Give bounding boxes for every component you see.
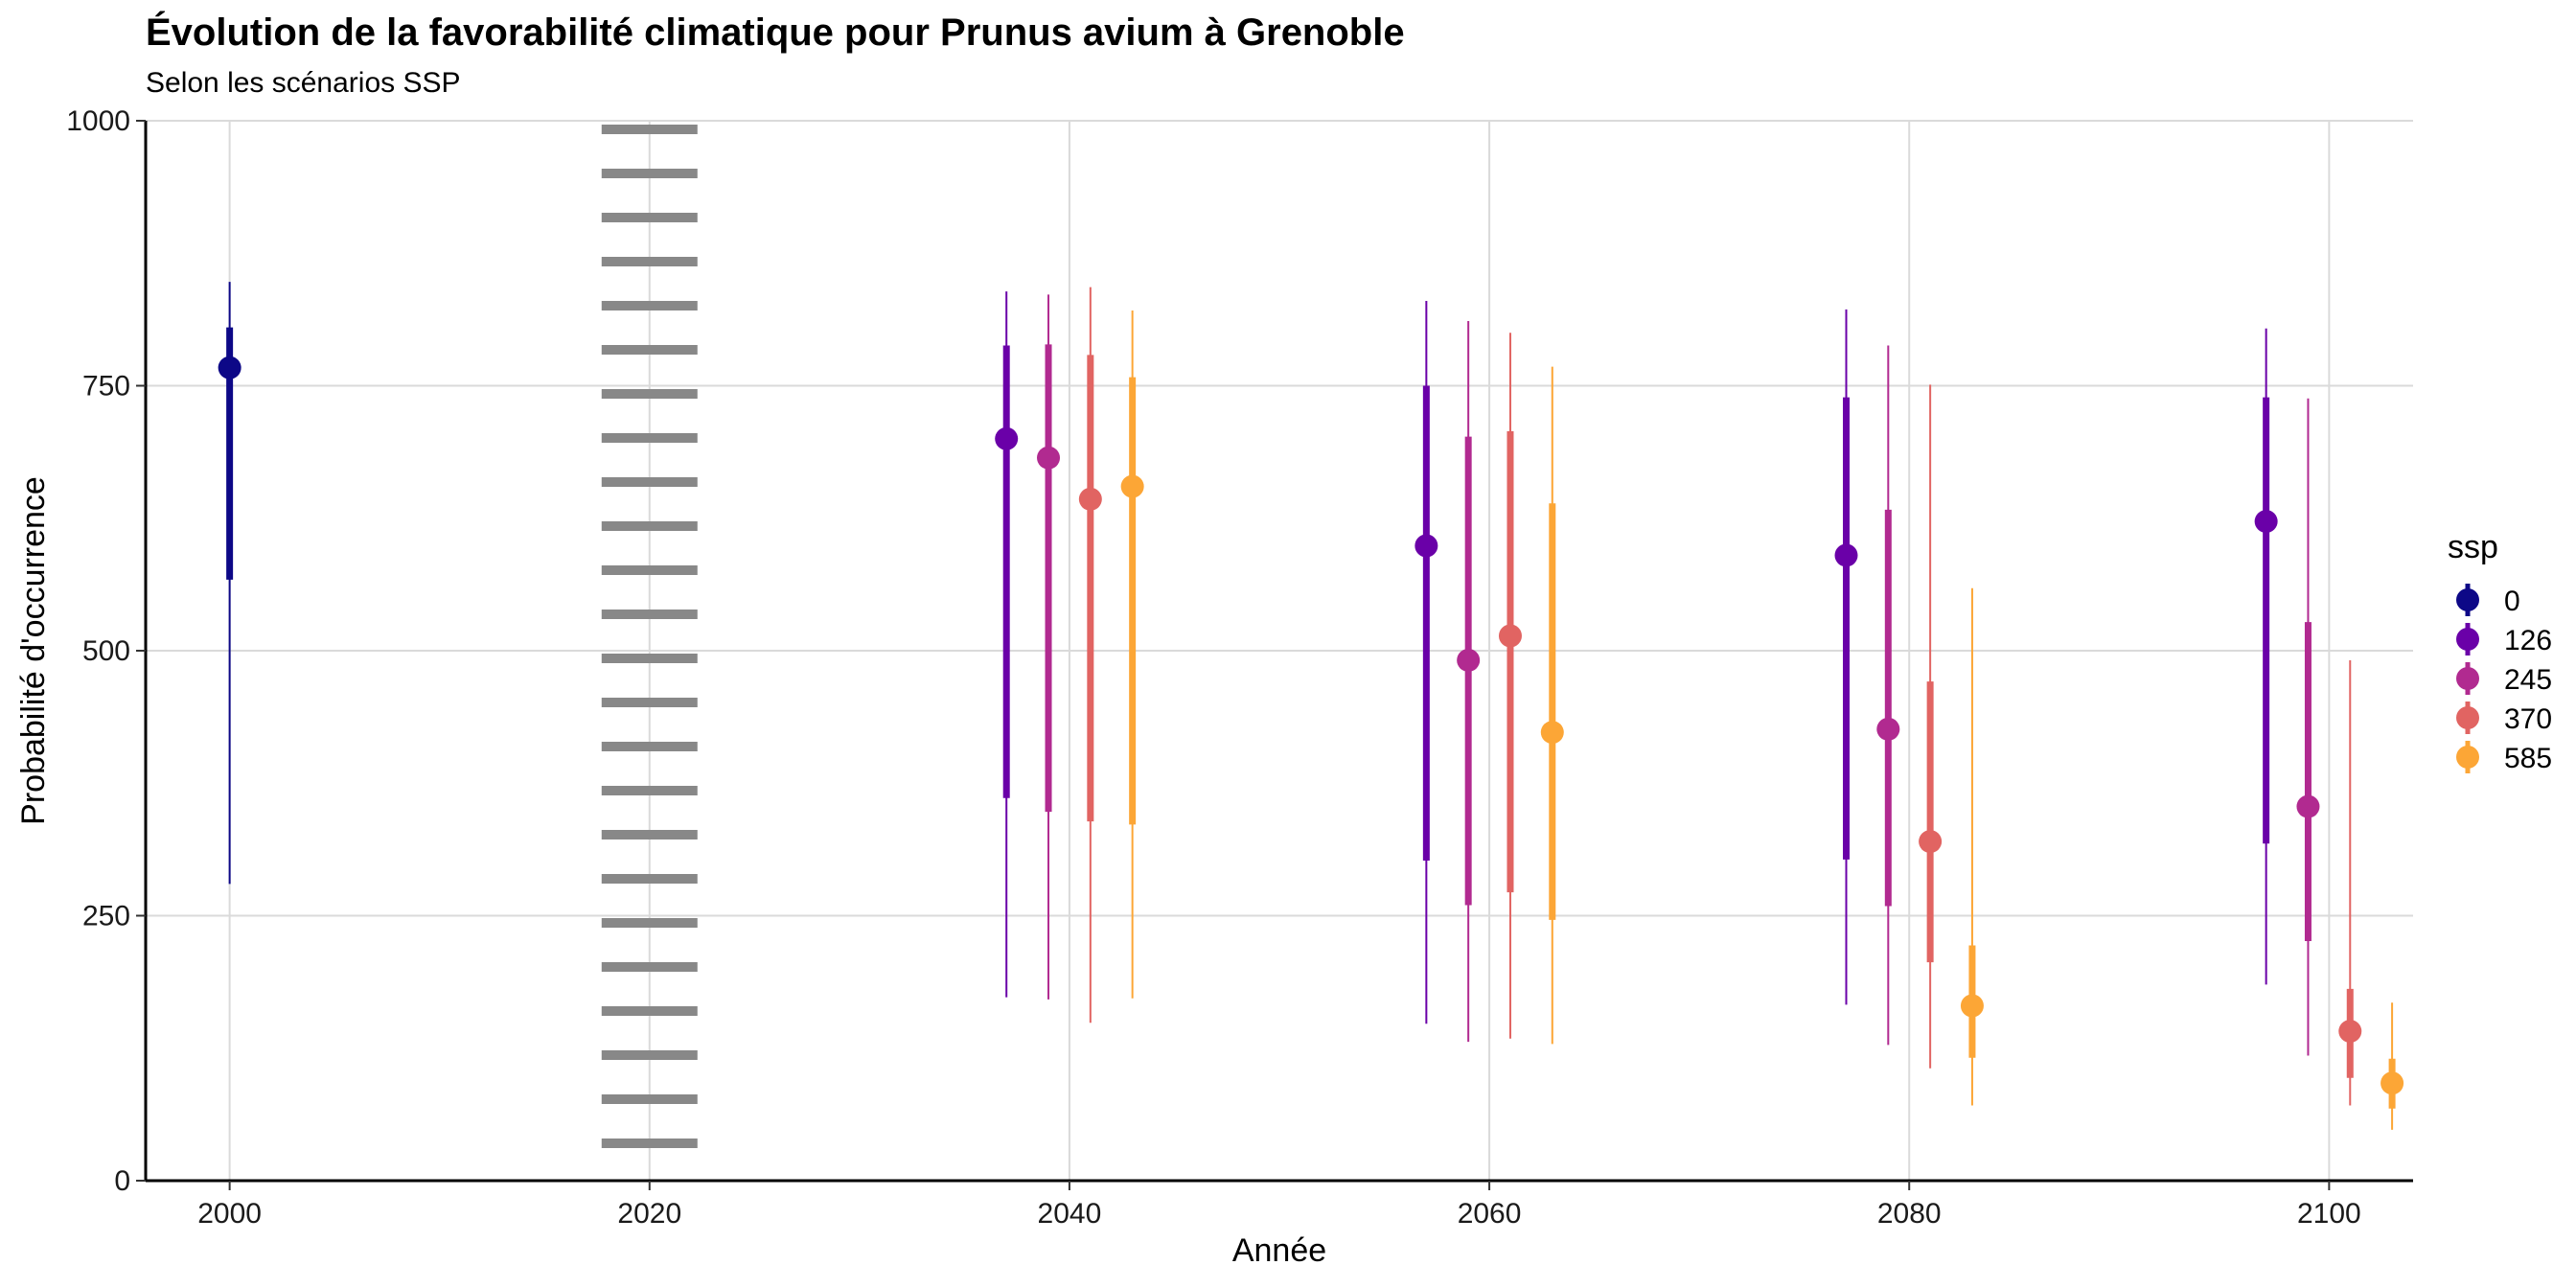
series-ssp-245 <box>1037 294 2320 1056</box>
pointrange-585-2103 <box>2380 1002 2404 1130</box>
median-point <box>1834 543 1858 567</box>
series-ssp-370 <box>1078 287 2362 1106</box>
pointrange-370-2061 <box>1498 333 1522 1039</box>
legend-label: 245 <box>2504 664 2552 696</box>
pointrange-126-2037 <box>995 291 1019 998</box>
x-axis-ticks: 2000 2020 2040 2060 2080 2100 <box>197 1181 2361 1230</box>
legend-title: ssp <box>2448 529 2498 565</box>
median-point <box>1414 534 1438 558</box>
legend-items: 0 126 245 370 585 <box>2456 584 2552 774</box>
legend-item-585: 585 <box>2456 741 2552 774</box>
pointrange-245-2059 <box>1457 321 1481 1043</box>
legend-key-point <box>2456 706 2479 729</box>
median-point <box>1078 487 1102 511</box>
y-tick-label: 750 <box>82 371 130 402</box>
x-tick-label: 2000 <box>197 1198 262 1230</box>
y-tick-label: 1000 <box>66 105 130 137</box>
chart-subtitle: Selon les scénarios SSP <box>146 67 461 99</box>
pointrange-245-2099 <box>2296 398 2320 1056</box>
median-point <box>1120 474 1144 498</box>
pointrange-245-2079 <box>1876 345 1900 1046</box>
legend: ssp 0 126 245 370 585 <box>2448 529 2552 774</box>
median-point <box>1037 446 1061 470</box>
median-point <box>1498 624 1522 648</box>
series-ssp-126 <box>995 291 2278 1024</box>
pointrange-0-2000 <box>218 282 242 885</box>
median-point <box>2380 1071 2404 1095</box>
y-tick-label: 500 <box>82 635 130 667</box>
median-point <box>1540 721 1564 745</box>
pointrange-585-2063 <box>1540 366 1564 1045</box>
data-series <box>218 282 2404 1130</box>
chart-title: Évolution de la favorabilité climatique … <box>146 12 1405 54</box>
pointrange-585-2083 <box>1960 587 1984 1106</box>
pointrange-126-2057 <box>1414 301 1438 1024</box>
y-axis-title: Probabilité d'occurrence <box>15 476 52 825</box>
legend-label: 370 <box>2504 703 2552 735</box>
x-tick-label: 2100 <box>2297 1198 2361 1230</box>
median-point <box>2254 510 2278 534</box>
x-axis-title: Année <box>1232 1232 1326 1269</box>
legend-item-126: 126 <box>2456 623 2552 656</box>
series-ssp-0 <box>218 282 242 885</box>
x-tick-label: 2060 <box>1458 1198 1522 1230</box>
pointrange-126-2097 <box>2254 328 2278 985</box>
grid-lines <box>146 120 2413 1181</box>
median-point <box>1457 648 1481 672</box>
pointrange-370-2101 <box>2338 659 2362 1106</box>
legend-key-point <box>2456 746 2479 769</box>
x-tick-label: 2040 <box>1038 1198 1102 1230</box>
series-ssp-585 <box>1120 310 2404 1130</box>
pointrange-370-2081 <box>1919 384 1943 1069</box>
legend-label: 585 <box>2504 743 2552 774</box>
median-point <box>1919 830 1943 854</box>
x-tick-label: 2080 <box>1877 1198 1942 1230</box>
legend-item-0: 0 <box>2456 584 2520 617</box>
y-tick-label: 250 <box>82 901 130 932</box>
legend-key-point <box>2456 588 2479 611</box>
median-point <box>2338 1020 2362 1044</box>
median-point <box>1876 717 1900 741</box>
pointrange-370-2041 <box>1078 287 1102 1024</box>
pointrange-585-2043 <box>1120 310 1144 999</box>
legend-item-245: 245 <box>2456 662 2552 696</box>
y-axis-ticks: 0 250 500 750 1000 <box>66 105 146 1197</box>
y-tick-label: 0 <box>114 1165 130 1197</box>
pointrange-126-2077 <box>1834 309 1858 1005</box>
median-point <box>1960 994 1984 1018</box>
median-point <box>995 426 1019 450</box>
legend-label: 0 <box>2504 586 2520 617</box>
legend-item-370: 370 <box>2456 702 2552 735</box>
pointrange-245-2039 <box>1037 294 1061 1000</box>
legend-label: 126 <box>2504 625 2552 656</box>
legend-key-point <box>2456 628 2479 651</box>
legend-key-point <box>2456 667 2479 690</box>
median-point <box>218 356 242 380</box>
median-point <box>2296 794 2320 818</box>
x-tick-label: 2020 <box>617 1198 681 1230</box>
